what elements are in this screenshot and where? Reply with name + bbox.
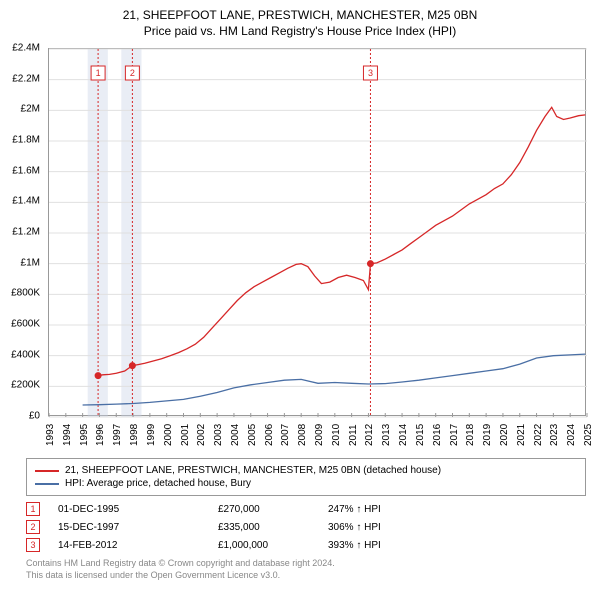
x-tick-label: 2008	[297, 424, 308, 446]
x-tick-label: 2003	[213, 424, 224, 446]
y-tick-label: £0	[29, 411, 40, 422]
x-tick-label: 1995	[79, 424, 90, 446]
x-tick-label: 2010	[331, 424, 342, 446]
y-tick-label: £1.6M	[12, 165, 40, 176]
sale-point	[129, 363, 135, 369]
x-tick-label: 2007	[280, 424, 291, 446]
x-tick-label: 2004	[230, 424, 241, 446]
chart-header: 21, SHEEPFOOT LANE, PRESTWICH, MANCHESTE…	[0, 0, 600, 42]
marker-row: 3 14-FEB-2012£1,000,000393% ↑ HPI	[26, 538, 586, 552]
x-tick-label: 2014	[398, 424, 409, 446]
y-axis-labels: £0£200K£400K£600K£800K£1M£1.2M£1.4M£1.6M…	[0, 48, 44, 416]
marker-price: £1,000,000	[218, 540, 328, 551]
y-tick-label: £400K	[11, 349, 40, 360]
x-tick-label: 1997	[112, 424, 123, 446]
event-marker-label: 1	[96, 68, 101, 78]
page-subtitle: Price paid vs. HM Land Registry's House …	[0, 24, 600, 38]
footer-attribution: Contains HM Land Registry data © Crown c…	[26, 558, 586, 581]
series-hpi	[83, 354, 586, 405]
x-tick-label: 2001	[180, 424, 191, 446]
y-tick-label: £1.8M	[12, 135, 40, 146]
sale-point	[367, 261, 373, 267]
series-property	[98, 107, 585, 375]
x-tick-label: 2006	[264, 424, 275, 446]
page-title: 21, SHEEPFOOT LANE, PRESTWICH, MANCHESTE…	[0, 8, 600, 22]
y-tick-label: £800K	[11, 288, 40, 299]
x-tick-label: 1999	[146, 424, 157, 446]
x-axis-labels: 1993 1994 1995 1996 1997 1998 1999 2000 2001 2002…	[48, 416, 586, 450]
x-tick-label: 2002	[196, 424, 207, 446]
y-tick-label: £200K	[11, 380, 40, 391]
x-tick-label: 2011	[348, 424, 359, 446]
y-tick-label: £2M	[21, 104, 40, 115]
marker-row: 2 15-DEC-1997£335,000306% ↑ HPI	[26, 520, 586, 534]
y-tick-label: £600K	[11, 319, 40, 330]
legend-swatch	[35, 483, 59, 485]
y-tick-label: £2.4M	[12, 43, 40, 54]
x-tick-label: 2021	[516, 424, 527, 446]
marker-row: 1 01-DEC-1995£270,000247% ↑ HPI	[26, 502, 586, 516]
event-marker-label: 2	[130, 68, 135, 78]
legend-row: HPI: Average price, detached house, Bury	[35, 478, 577, 489]
marker-price: £335,000	[218, 522, 328, 533]
x-tick-label: 2009	[314, 424, 325, 446]
marker-pct: 247% ↑ HPI	[328, 504, 448, 515]
x-tick-label: 2017	[449, 424, 460, 446]
legend-box: 21, SHEEPFOOT LANE, PRESTWICH, MANCHESTE…	[26, 458, 586, 496]
marker-date: 15-DEC-1997	[58, 522, 218, 533]
y-tick-label: £1.4M	[12, 196, 40, 207]
y-tick-label: £1M	[21, 257, 40, 268]
marker-date: 14-FEB-2012	[58, 540, 218, 551]
x-tick-label: 1996	[95, 424, 106, 446]
x-tick-label: 2013	[381, 424, 392, 446]
x-tick-label: 2025	[583, 424, 594, 446]
footer-line2: This data is licensed under the Open Gov…	[26, 570, 586, 582]
legend-row: 21, SHEEPFOOT LANE, PRESTWICH, MANCHESTE…	[35, 465, 577, 476]
x-tick-label: 2012	[364, 424, 375, 446]
marker-id-box: 1	[26, 502, 40, 516]
x-tick-label: 2023	[549, 424, 560, 446]
x-tick-label: 2005	[247, 424, 258, 446]
marker-id-box: 2	[26, 520, 40, 534]
marker-pct: 393% ↑ HPI	[328, 540, 448, 551]
x-tick-label: 2000	[163, 424, 174, 446]
marker-date: 01-DEC-1995	[58, 504, 218, 515]
legend-label: HPI: Average price, detached house, Bury	[65, 478, 251, 489]
x-tick-label: 2024	[566, 424, 577, 446]
legend-label: 21, SHEEPFOOT LANE, PRESTWICH, MANCHESTE…	[65, 465, 441, 476]
legend-swatch	[35, 470, 59, 472]
x-tick-label: 1998	[129, 424, 140, 446]
x-tick-label: 2016	[432, 424, 443, 446]
x-tick-label: 2020	[499, 424, 510, 446]
marker-table: 1 01-DEC-1995£270,000247% ↑ HPI 2 15-DEC-19…	[26, 498, 586, 556]
event-marker-label: 3	[368, 68, 373, 78]
marker-pct: 306% ↑ HPI	[328, 522, 448, 533]
x-tick-label: 2019	[482, 424, 493, 446]
sale-point	[95, 373, 101, 379]
marker-id-box: 3	[26, 538, 40, 552]
x-tick-label: 2018	[465, 424, 476, 446]
y-tick-label: £2.2M	[12, 73, 40, 84]
chart-svg: 1 2 3	[49, 49, 585, 415]
x-tick-label: 2022	[533, 424, 544, 446]
x-tick-label: 2015	[415, 424, 426, 446]
x-tick-label: 1993	[45, 424, 56, 446]
y-tick-label: £1.2M	[12, 227, 40, 238]
marker-price: £270,000	[218, 504, 328, 515]
x-tick-label: 1994	[62, 424, 73, 446]
chart-plot-area: 1 2 3	[48, 48, 586, 416]
footer-line1: Contains HM Land Registry data © Crown c…	[26, 558, 586, 570]
